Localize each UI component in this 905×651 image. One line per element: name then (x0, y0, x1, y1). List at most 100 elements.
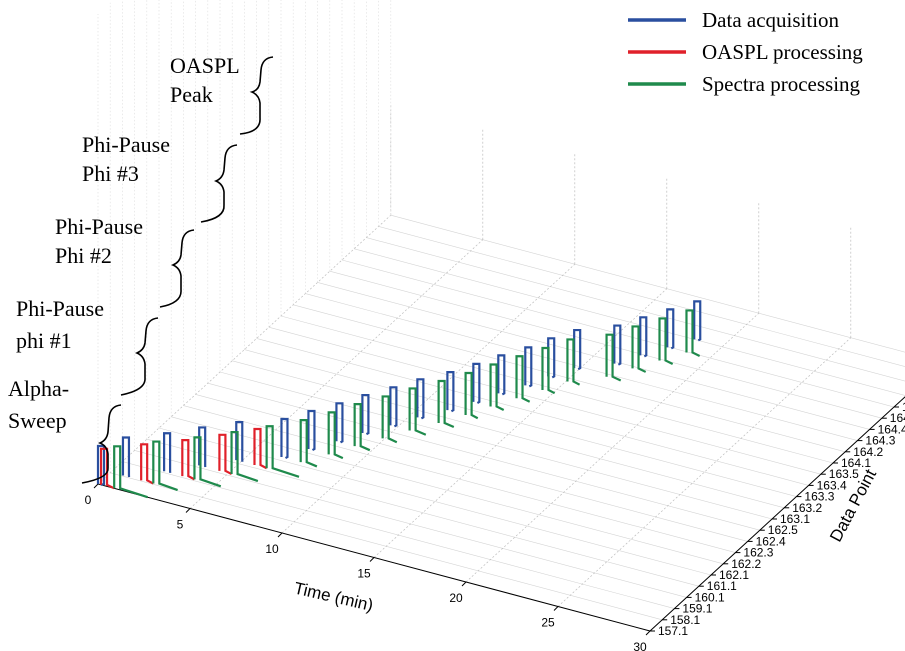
y-tick-label: 163.4 (817, 478, 847, 492)
x-tick (277, 532, 283, 538)
floor-gridline (341, 259, 895, 408)
phase-label: Alpha- Sweep (8, 376, 69, 433)
phase-label: Phi-Pause Phi #2 (55, 214, 143, 268)
series-trace (685, 309, 701, 357)
series-trace (307, 409, 316, 452)
series-trace (639, 316, 648, 358)
phase-label-line: Phi #3 (82, 161, 139, 186)
x-tick (93, 483, 99, 489)
legend-label: Spectra processing (702, 72, 861, 96)
series-trace (230, 430, 259, 483)
phase-label-line: Phi-Pause (82, 132, 170, 157)
phase-label-line: Phi-Pause (55, 214, 143, 239)
brace-alpha-sweep (81, 404, 122, 484)
floor-gridline (171, 416, 724, 565)
series-trace (361, 393, 370, 436)
series-trace (327, 411, 344, 460)
series-spectra-processing (113, 309, 701, 499)
braces (81, 56, 274, 484)
series-trace (464, 371, 479, 420)
x-tick-label: 20 (449, 591, 463, 605)
series-trace (235, 421, 244, 462)
x-tick-label: 10 (265, 542, 279, 556)
series-trace (489, 363, 505, 411)
series-trace (515, 355, 531, 403)
brace-oaspl-peak (239, 56, 274, 135)
brace-phi-1 (120, 317, 159, 396)
series-trace (218, 433, 233, 476)
series-trace (299, 419, 318, 468)
series-trace (140, 443, 154, 485)
y-tick-label: 162.3 (743, 546, 773, 560)
series-trace (181, 439, 195, 481)
x-tick-label: 25 (541, 616, 555, 630)
series-trace (152, 440, 178, 492)
x-tick-label: 30 (633, 640, 647, 651)
y-tick-label: 162.1 (719, 568, 749, 582)
x-tick (185, 508, 191, 513)
floor-gridline (268, 326, 821, 475)
series-trace (437, 379, 455, 429)
series-trace (121, 436, 131, 478)
legend-label: OASPL processing (702, 40, 863, 64)
y-tick-label: 164.2 (853, 445, 883, 459)
y-tick-label: 163.2 (792, 501, 822, 515)
series-trace (416, 378, 425, 420)
y-tick-label: 164.1 (841, 456, 871, 470)
y-tick-label: 159.1 (682, 602, 712, 616)
phase-label-line: Phi #2 (55, 243, 112, 268)
x-tick (645, 630, 651, 636)
x-tick (461, 581, 467, 587)
series-trace (280, 417, 289, 460)
y-tick-label: 163.1 (780, 512, 810, 526)
floor-gridline (354, 248, 905, 396)
floor-gridline (146, 438, 699, 587)
series-trace (353, 403, 371, 452)
y-tick-label: 160.1 (695, 590, 725, 604)
series-trace (253, 427, 268, 470)
series-trace (613, 324, 622, 366)
y-tick-labels: 157.1158.1159.1160.1161.1162.1162.2162.3… (658, 400, 905, 638)
floor-gridline (158, 427, 712, 576)
brace-phi-2 (159, 229, 195, 308)
phase-label: Phi-Pause phi #1 (16, 296, 104, 353)
phase-label-line: phi #1 (16, 328, 72, 353)
x-tick-label: 5 (177, 518, 184, 532)
series-trace (693, 300, 702, 342)
floor-gridline (378, 226, 905, 367)
y-tick-label: 164.5 (890, 411, 905, 425)
y-tick-label: 162.2 (731, 557, 761, 571)
phase-label-line: Alpha- (8, 376, 69, 401)
series-data-acquisition (96, 300, 702, 486)
axes (93, 396, 905, 636)
legend: Data acquisition OASPL processing Spectr… (628, 8, 863, 96)
series-trace (524, 346, 533, 388)
series-trace (573, 328, 582, 371)
series-trace (113, 445, 148, 499)
phase-label-line: Peak (170, 82, 213, 107)
phase-label-line: Sweep (8, 408, 67, 433)
y-tick-label: 164.4 (878, 422, 905, 436)
legend-entry: Spectra processing (628, 72, 861, 96)
series-trace (666, 308, 675, 350)
series-trace (408, 387, 427, 436)
floor-gridline (390, 214, 905, 353)
legend-entry: OASPL processing (628, 40, 863, 64)
y-tick-label: 162.4 (756, 534, 786, 548)
legend-label: Data acquisition (702, 8, 840, 32)
series-trace (605, 333, 622, 382)
floor-gridline (317, 282, 870, 430)
legend-entry: Data acquisition (628, 8, 840, 32)
series (96, 300, 702, 499)
x-tick-label: 0 (85, 493, 92, 507)
x-tick-labels: 0 5 10 15 20 25 30 (85, 493, 647, 651)
phase-label-line: Phi-Pause (16, 296, 104, 321)
series-trace (658, 317, 674, 365)
y-tick-label: 162.5 (768, 523, 798, 537)
y-tick-label: 161.1 (707, 579, 737, 593)
phase-labels: OASPL Peak Phi-Pause Phi #3 Phi-Pause Ph… (8, 53, 240, 433)
series-trace (381, 395, 398, 444)
series-trace (163, 432, 172, 473)
phase-label: Phi-Pause Phi #3 (82, 132, 170, 186)
